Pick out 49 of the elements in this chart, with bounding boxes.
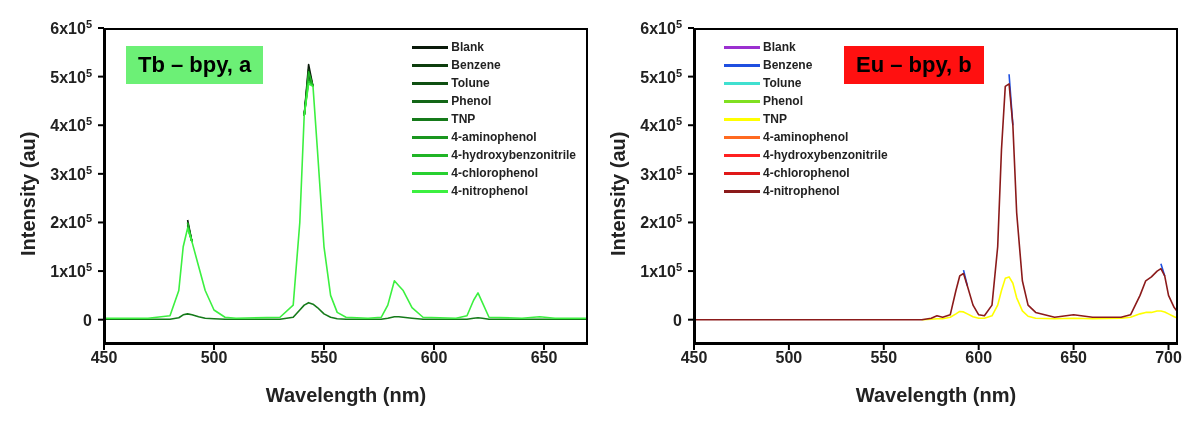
y-tick-label: 0: [673, 311, 683, 329]
legend-label: TNP: [451, 112, 476, 126]
x-axis-title: Wavelength (nm): [265, 384, 427, 406]
legend-label: Tolune: [451, 76, 490, 90]
legend-label: 4-aminophenol: [763, 130, 849, 144]
x-tick-label: 700: [1155, 349, 1182, 367]
legend-label: Tolune: [763, 76, 802, 90]
x-tick-label: 600: [420, 349, 448, 367]
y-axis-title: Intensity (au): [607, 131, 630, 256]
legend-label: 4-chlorophenol: [763, 166, 850, 180]
y-tick-label: 0: [83, 311, 93, 329]
legend-label: 4-aminophenol: [451, 130, 537, 144]
y-tick-label: 6x10$^{5}$: [50, 18, 92, 37]
y-tick-label: 4x10$^{5}$: [640, 115, 682, 135]
x-tick-label: 500: [200, 349, 228, 367]
legend-label: 4-chlorophenol: [451, 166, 538, 180]
legend-label: Blank: [763, 40, 796, 54]
y-tick-label: 3x10$^{5}$: [640, 163, 682, 183]
x-tick-label: 550: [310, 349, 338, 367]
x-tick-label: 650: [1060, 349, 1088, 367]
y-tick-label: 1x10$^{5}$: [50, 261, 92, 281]
x-tick-label: 550: [870, 349, 898, 367]
legend-label: Blank: [451, 40, 484, 54]
y-tick-label: 4x10$^{5}$: [50, 115, 92, 135]
legend-label: Phenol: [451, 94, 492, 108]
legend-label: 4-nitrophenol: [763, 184, 840, 198]
x-tick-label: 450: [90, 349, 118, 367]
y-tick-label: 5x10$^{5}$: [640, 66, 682, 86]
text: Eu – bpy, b: [844, 46, 984, 84]
y-tick-label: 2x10$^{5}$: [50, 212, 92, 232]
legend-label: 4-hydroxybenzonitrile: [451, 148, 576, 162]
x-tick-label: 450: [680, 349, 708, 367]
x-tick-label: 650: [530, 349, 558, 367]
legend-label: 4-nitrophenol: [451, 184, 528, 198]
legend-label: TNP: [763, 112, 787, 126]
legend-label: Benzene: [451, 58, 501, 72]
legend-label: 4-hydroxybenzonitrile: [763, 148, 888, 162]
y-tick-label: 1x10$^{5}$: [640, 261, 682, 281]
x-tick-label: 600: [965, 349, 993, 367]
x-tick-label: 500: [775, 349, 803, 367]
text: Tb – bpy, a: [126, 46, 264, 84]
x-axis-title: Wavelength (nm): [855, 384, 1017, 406]
y-tick-label: 6x10$^{5}$: [640, 18, 682, 37]
legend-label: Benzene: [763, 58, 813, 72]
y-tick-label: 3x10$^{5}$: [50, 163, 92, 183]
y-axis-title: Intensity (au): [17, 131, 40, 256]
y-tick-label: 5x10$^{5}$: [50, 66, 92, 86]
legend-label: Phenol: [763, 94, 804, 108]
y-tick-label: 2x10$^{5}$: [640, 212, 682, 232]
